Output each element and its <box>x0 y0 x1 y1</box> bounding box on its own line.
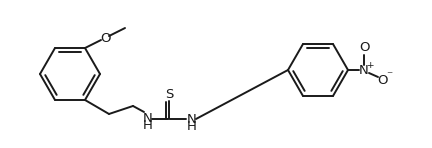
Text: +: + <box>366 61 374 70</box>
Text: H: H <box>143 119 153 132</box>
Text: O: O <box>359 41 369 53</box>
Text: N: N <box>143 112 153 126</box>
Text: O: O <box>100 32 110 45</box>
Text: N: N <box>359 63 369 77</box>
Text: N: N <box>187 114 197 127</box>
Text: S: S <box>165 89 173 102</box>
Text: O: O <box>377 74 387 86</box>
Text: H: H <box>187 120 197 133</box>
Text: ⁻: ⁻ <box>386 70 392 82</box>
